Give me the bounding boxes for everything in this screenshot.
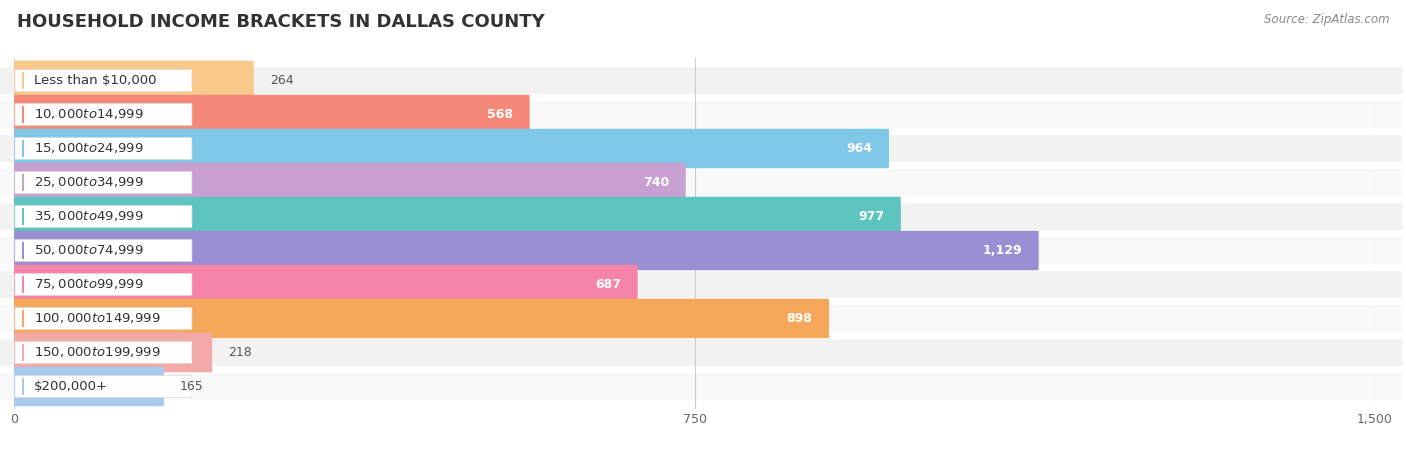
FancyBboxPatch shape: [0, 135, 1402, 162]
FancyBboxPatch shape: [0, 67, 1402, 94]
FancyBboxPatch shape: [15, 206, 191, 227]
Text: 977: 977: [858, 210, 884, 223]
Text: 687: 687: [595, 278, 621, 291]
FancyBboxPatch shape: [15, 104, 191, 125]
Text: 964: 964: [846, 142, 872, 155]
FancyBboxPatch shape: [0, 203, 1402, 230]
FancyBboxPatch shape: [0, 305, 1402, 332]
FancyBboxPatch shape: [14, 163, 686, 202]
FancyBboxPatch shape: [15, 376, 191, 397]
FancyBboxPatch shape: [0, 169, 1402, 196]
FancyBboxPatch shape: [14, 95, 530, 134]
FancyBboxPatch shape: [14, 299, 830, 338]
FancyBboxPatch shape: [15, 342, 191, 363]
Text: 264: 264: [270, 74, 294, 87]
Text: $50,000 to $74,999: $50,000 to $74,999: [34, 243, 143, 257]
FancyBboxPatch shape: [14, 333, 212, 372]
Text: $100,000 to $149,999: $100,000 to $149,999: [34, 312, 160, 326]
FancyBboxPatch shape: [14, 367, 165, 406]
FancyBboxPatch shape: [0, 271, 1402, 298]
FancyBboxPatch shape: [0, 101, 1402, 128]
FancyBboxPatch shape: [0, 339, 1402, 366]
FancyBboxPatch shape: [15, 137, 191, 159]
Text: 568: 568: [486, 108, 513, 121]
FancyBboxPatch shape: [0, 237, 1402, 264]
Text: $200,000+: $200,000+: [34, 380, 108, 393]
Text: 1,129: 1,129: [983, 244, 1022, 257]
FancyBboxPatch shape: [14, 61, 254, 100]
FancyBboxPatch shape: [0, 373, 1402, 400]
FancyBboxPatch shape: [14, 231, 1039, 270]
Text: Less than $10,000: Less than $10,000: [34, 74, 156, 87]
Text: HOUSEHOLD INCOME BRACKETS IN DALLAS COUNTY: HOUSEHOLD INCOME BRACKETS IN DALLAS COUN…: [17, 13, 544, 31]
Text: 165: 165: [180, 380, 204, 393]
Text: $10,000 to $14,999: $10,000 to $14,999: [34, 107, 143, 122]
FancyBboxPatch shape: [15, 172, 191, 194]
FancyBboxPatch shape: [14, 129, 889, 168]
FancyBboxPatch shape: [14, 197, 901, 236]
Text: 218: 218: [228, 346, 252, 359]
Text: 898: 898: [786, 312, 813, 325]
Text: $35,000 to $49,999: $35,000 to $49,999: [34, 210, 143, 224]
FancyBboxPatch shape: [15, 308, 191, 330]
Text: $25,000 to $34,999: $25,000 to $34,999: [34, 176, 143, 189]
Text: 740: 740: [643, 176, 669, 189]
Text: $75,000 to $99,999: $75,000 to $99,999: [34, 277, 143, 291]
FancyBboxPatch shape: [15, 273, 191, 295]
Text: $15,000 to $24,999: $15,000 to $24,999: [34, 141, 143, 155]
FancyBboxPatch shape: [15, 70, 191, 91]
FancyBboxPatch shape: [15, 240, 191, 261]
FancyBboxPatch shape: [14, 265, 638, 304]
Text: $150,000 to $199,999: $150,000 to $199,999: [34, 345, 160, 360]
Text: Source: ZipAtlas.com: Source: ZipAtlas.com: [1264, 13, 1389, 26]
